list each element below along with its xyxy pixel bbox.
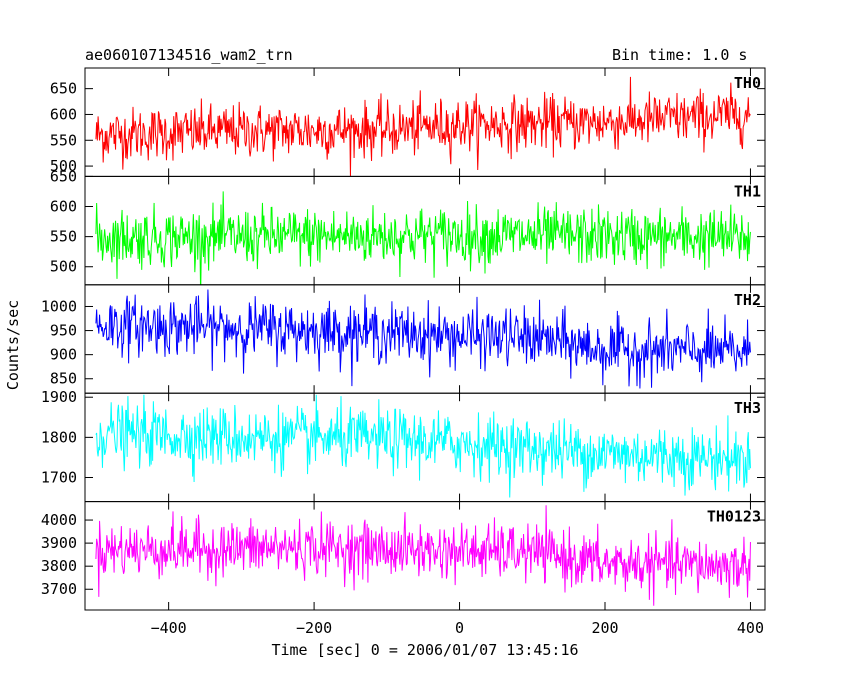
series-line-th2 xyxy=(95,289,751,389)
panel-th2: 850 900 950 1000 TH2 xyxy=(41,284,766,394)
y-tick-label: 900 xyxy=(50,346,77,364)
y-tick-label: 500 xyxy=(50,258,77,276)
y-tick-label: 950 xyxy=(50,322,77,340)
y-tick-label: 550 xyxy=(50,131,77,149)
panel-th3: 1700 1800 1900 TH3 xyxy=(41,388,766,503)
y-tick-label: 1800 xyxy=(41,428,77,446)
y-tick-label: 1000 xyxy=(41,297,77,315)
panel-label-th3: TH3 xyxy=(734,399,761,417)
panel-label-th1: TH1 xyxy=(734,182,761,200)
y-tick-label: 600 xyxy=(50,198,77,216)
y-tick-label: 3800 xyxy=(41,557,77,575)
panel-th0123: 3700 3800 3900 4000 TH0123 xyxy=(41,501,766,611)
panel-label-th0: TH0 xyxy=(734,74,761,92)
panels-group: 500 550 600 650 TH0 500 550 600 650 TH1 850 900 950 1… xyxy=(41,67,766,611)
panel-frame xyxy=(84,501,766,611)
x-tick-label: −200 xyxy=(296,619,332,637)
panel-label-th2: TH2 xyxy=(734,291,761,309)
series-line-th1 xyxy=(95,191,751,285)
y-axis-label: Counts/sec xyxy=(4,300,22,390)
y-tick-label: 3900 xyxy=(41,534,77,552)
x-tick-label: 200 xyxy=(591,619,618,637)
y-tick-label: 1700 xyxy=(41,469,77,487)
y-tick-label: 4000 xyxy=(41,511,77,529)
y-tick-label: 650 xyxy=(50,80,77,98)
y-tick-label: 650 xyxy=(50,167,77,185)
x-tick-label: 0 xyxy=(455,619,464,637)
y-tick-label: 850 xyxy=(50,370,77,388)
series-line-th0123 xyxy=(95,505,751,606)
x-axis-label: Time [sec] 0 = 2006/01/07 13:45:16 xyxy=(271,641,578,659)
y-tick-label: 550 xyxy=(50,228,77,246)
y-tick-label: 3700 xyxy=(41,580,77,598)
x-tick-label: −400 xyxy=(151,619,187,637)
y-tick-label: 600 xyxy=(50,105,77,123)
x-axis: −400 −200 0 200 400 xyxy=(151,619,764,637)
y-tick-label: 1900 xyxy=(41,388,77,406)
chart-title: ae060107134516_wam2_trn xyxy=(85,46,293,64)
panel-th1: 500 550 600 650 TH1 xyxy=(50,167,766,286)
series-line-th3 xyxy=(95,394,751,498)
bin-time-label: Bin time: 1.0 s xyxy=(612,46,748,64)
y-tick-label: 500 xyxy=(50,157,77,175)
x-tick-label: 400 xyxy=(737,619,764,637)
panel-th0: 500 550 600 650 TH0 xyxy=(50,67,766,177)
panel-label-th0123: TH0123 xyxy=(707,508,761,526)
series-line-th0 xyxy=(95,76,751,177)
